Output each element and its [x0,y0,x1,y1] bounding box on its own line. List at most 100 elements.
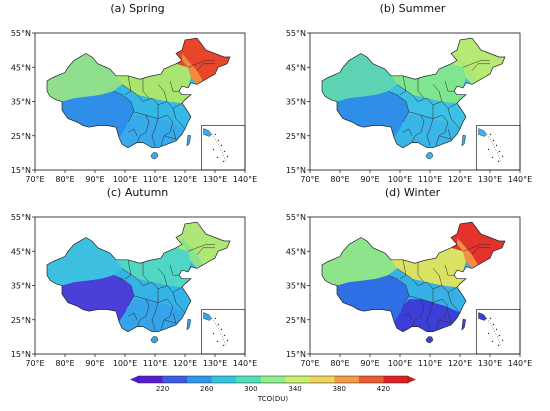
province-boundary [187,244,215,252]
inset-island-dot [220,144,223,147]
inset-island-dot [495,328,498,331]
colorbar-segment [260,376,286,383]
province-boundary [441,285,458,293]
inset-island-dot [501,339,504,342]
region-tibetan-plateau [62,275,134,322]
inset-dashed-line [209,315,226,346]
inset-island-dot [212,148,215,151]
province-boundary [157,84,168,102]
inset-island-dot [214,133,217,136]
inset-coast [203,312,212,321]
lat-tick-label: 15°N [286,350,306,359]
lat-tick-label: 35°N [11,98,31,107]
province-boundary [127,312,138,320]
panel-title: (c) Autumn [106,186,169,199]
lon-tick-label: 140°E [233,359,257,368]
province-boundary [402,312,413,320]
inset-dashed-line [484,315,501,346]
inset-island-dot [495,144,498,147]
hainan-island [425,152,434,160]
province-boundary [112,90,135,123]
province-boundary [438,312,452,324]
colorbar-segment [358,376,384,383]
province-boundary [166,285,183,293]
map-panel-winter: (d) Winter 70°E 80°E 90°E 100°E 110°E 120°E 13… [275,184,550,374]
inset-island-dot [214,317,217,320]
lon-tick-label: 110°E [143,359,167,368]
province-boundary [124,75,132,95]
region-south [394,299,460,332]
lat-tick-label: 55°N [286,29,306,38]
colorbar-title: TCO(DU) [257,395,289,403]
inset-island-dot [501,155,504,158]
lon-tick-label: 70°E [300,175,319,184]
colorbar-segment [236,376,262,383]
lon-tick-label: 140°E [233,175,257,184]
map-summer: 70°E 80°E 90°E 100°E 110°E 120°E 130°E 140°E 55°… [286,29,532,184]
country-outline [321,37,506,149]
region-tibetan-plateau [337,91,409,138]
lat-tick-label: 25°N [286,316,306,325]
region-northeast [176,38,230,85]
province-boundary [163,312,177,324]
map-winter: 70°E 80°E 90°E 100°E 110°E 120°E 130°E 140°E 55°… [286,213,532,368]
province-boundary [444,264,454,276]
inset-island-dot [223,150,226,153]
region-south [119,115,185,148]
region-northeast-transition [182,53,203,85]
region-northeast [176,222,230,269]
inset-island-dot [492,139,495,142]
province-boundary [163,128,177,140]
province-boundary [408,295,425,327]
lon-tick-label: 80°E [330,359,349,368]
colorbar-tick-label: 420 [377,385,390,393]
region-northwest [47,237,122,286]
region-tibetan-plateau [62,91,134,138]
province-boundary [471,63,490,71]
tco-field [47,38,230,148]
colorbar-tick-label: 380 [333,385,346,393]
inset-island-dot [216,340,219,343]
province-boundary [396,84,443,106]
colorbar-tick-label: 220 [156,385,169,393]
province-boundary [402,128,413,136]
province-boundary [151,288,159,331]
inset-island-dot [498,150,501,153]
colorbar-tick-label: 260 [200,385,213,393]
lat-tick-label: 15°N [11,166,31,175]
hainan-island [150,152,159,160]
province-boundary [426,104,434,147]
province-boundary [112,274,135,307]
province-boundary [172,108,186,130]
lon-tick-label: 120°E [448,359,472,368]
lon-tick-label: 100°E [388,359,412,368]
colorbar-segment [309,376,335,383]
inset-island-dot [216,156,219,159]
province-boundary [399,75,407,95]
region-north [116,60,191,104]
inset-island-dot [222,344,225,347]
region-south [394,115,460,148]
lon-tick-label: 130°E [478,175,502,184]
region-north [391,244,466,288]
province-boundary [432,84,443,102]
lat-tick-label: 55°N [11,213,31,222]
province-boundary [426,288,434,331]
lon-tick-label: 140°E [508,175,532,184]
province-boundary [121,268,168,290]
lat-tick-label: 35°N [11,282,31,291]
region-northeast-transition [182,237,203,269]
inset-island-dot [497,344,500,347]
country-outline [321,221,506,333]
hainan-island [150,336,159,344]
region-north [116,244,191,288]
lat-tick-label: 15°N [286,166,306,175]
lon-tick-label: 110°E [418,175,442,184]
province-boundary [151,104,159,147]
province-boundary [447,108,461,130]
lat-tick-label: 35°N [286,282,306,291]
map-autumn: 70°E 80°E 90°E 100°E 110°E 120°E 130°E 140°E 55°… [11,213,257,368]
colorbar-segment [187,376,212,383]
tco-field [47,222,230,332]
province-boundary [172,292,186,314]
